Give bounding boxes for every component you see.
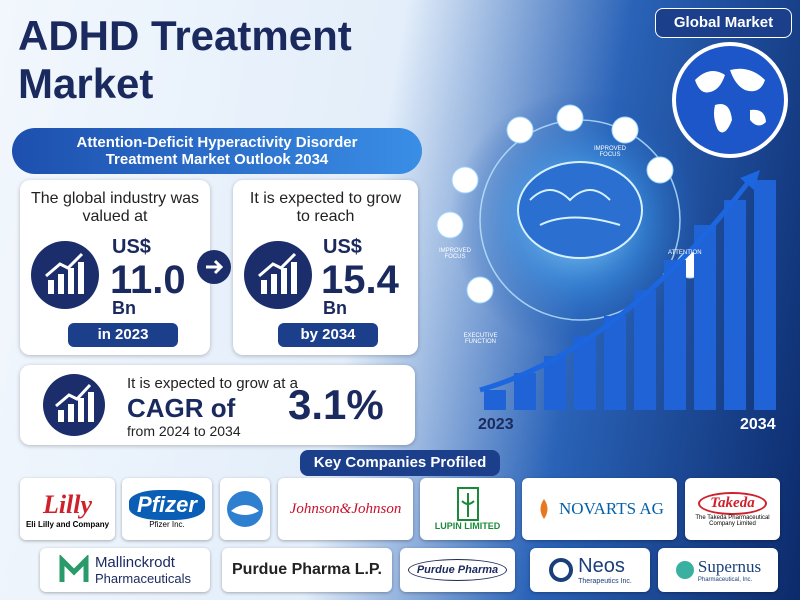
logo-name: The Takeda Pharmaceutical Company Limite… (695, 514, 770, 527)
logo-icon (227, 491, 263, 527)
growth-icon (31, 241, 99, 309)
company-logo (220, 478, 270, 540)
logo-mark: Johnson&Johnson (289, 500, 402, 517)
globe (672, 42, 788, 158)
logo-mark: Takeda (698, 491, 767, 515)
company-logo: NOVARTS AG (522, 478, 677, 540)
logo-icon (549, 558, 574, 582)
logo-icon (675, 561, 694, 579)
cagr-label: CAGR of (127, 393, 236, 423)
logo-mark: Purdue Pharma (407, 559, 508, 581)
cagr-period: from 2024 to 2034 (127, 423, 241, 439)
arrow-icon (197, 250, 231, 284)
company-logo: Purdue Pharma L.P. (222, 548, 392, 592)
company-logo: Pfizer Pfizer Inc. (122, 478, 212, 540)
currency: US$ (112, 236, 151, 258)
title-line: ADHD Treatment (18, 12, 352, 59)
illustration-label: ATTENTION (668, 250, 702, 256)
card-intro: The global industry was valued at (30, 190, 200, 225)
logo-mark: NOVARTS AG (559, 499, 664, 518)
logo-mark: Supernus (697, 557, 762, 576)
amount: 11.0 (110, 258, 186, 302)
cagr-intro: It is expected to grow at a (127, 375, 298, 392)
growth-icon (244, 241, 312, 309)
logo-mark: Mallinckrodt (94, 554, 175, 571)
logo-icon (456, 487, 479, 521)
badge: Global Market (655, 8, 792, 38)
company-logo: Johnson&Johnson (278, 478, 413, 540)
growth-icon (43, 374, 105, 436)
logo-mark: Pfizer (129, 489, 205, 520)
logo-name: Pfizer Inc. (149, 519, 185, 529)
logo-name: Therapeutics Inc. (578, 578, 632, 585)
illustration-label: IMPROVED FOCUS (438, 248, 471, 260)
logo-mark: LUPIN LIMITED (434, 521, 501, 531)
logo-mark: Purdue Pharma L.P. (232, 561, 382, 578)
subtitle: Attention-Deficit Hyperactivity Disorder… (12, 128, 422, 174)
title-line: Market (18, 60, 154, 107)
company-logo: LUPIN LIMITED (420, 478, 515, 540)
unit: Bn (323, 298, 347, 318)
company-logo: Purdue Pharma (400, 548, 515, 592)
card-intro: It is expected to grow to reach (249, 190, 402, 225)
company-logo: Mallinckrodt Pharmaceuticals (40, 548, 210, 592)
period: by 2034 (278, 323, 378, 347)
illustration-label: EXECUTIVE FUNCTION (463, 333, 498, 345)
logo-name: Eli Lilly and Company (25, 519, 110, 529)
currency: US$ (323, 236, 362, 258)
company-logo: Takeda The Takeda Pharmaceutical Company … (685, 478, 780, 540)
logo-icon (59, 555, 89, 582)
logo-name: Pharmaceuticals (94, 571, 192, 586)
company-logo: Lilly Eli Lilly and Company (20, 478, 115, 540)
end-year: 2034 (740, 416, 776, 433)
unit: Bn (112, 298, 136, 318)
period: in 2023 (68, 323, 178, 347)
amount: 15.4 (321, 258, 399, 302)
value-card: The global industry was valued at US$ 11… (20, 180, 210, 355)
title: ADHD Treatment Market (18, 12, 352, 108)
illustration-label: IMPROVED FOCUS (593, 146, 626, 158)
company-logo: Neos Therapeutics Inc. (530, 548, 650, 592)
cagr-card: It is expected to grow at a CAGR of from… (20, 365, 415, 445)
companies-heading: Key Companies Profiled (300, 450, 500, 476)
start-year: 2023 (478, 416, 514, 433)
cagr-value: 3.1% (288, 381, 384, 428)
logo-mark: Lilly (42, 489, 93, 519)
logo-name: Pharmaceutical, Inc. (697, 577, 753, 583)
illustration (436, 90, 776, 410)
company-logo: Supernus Pharmaceutical, Inc. (658, 548, 778, 592)
logo-icon (540, 499, 548, 519)
logo-mark: Neos (578, 555, 625, 577)
value-card: It is expected to grow to reach US$ 15.4… (233, 180, 418, 355)
